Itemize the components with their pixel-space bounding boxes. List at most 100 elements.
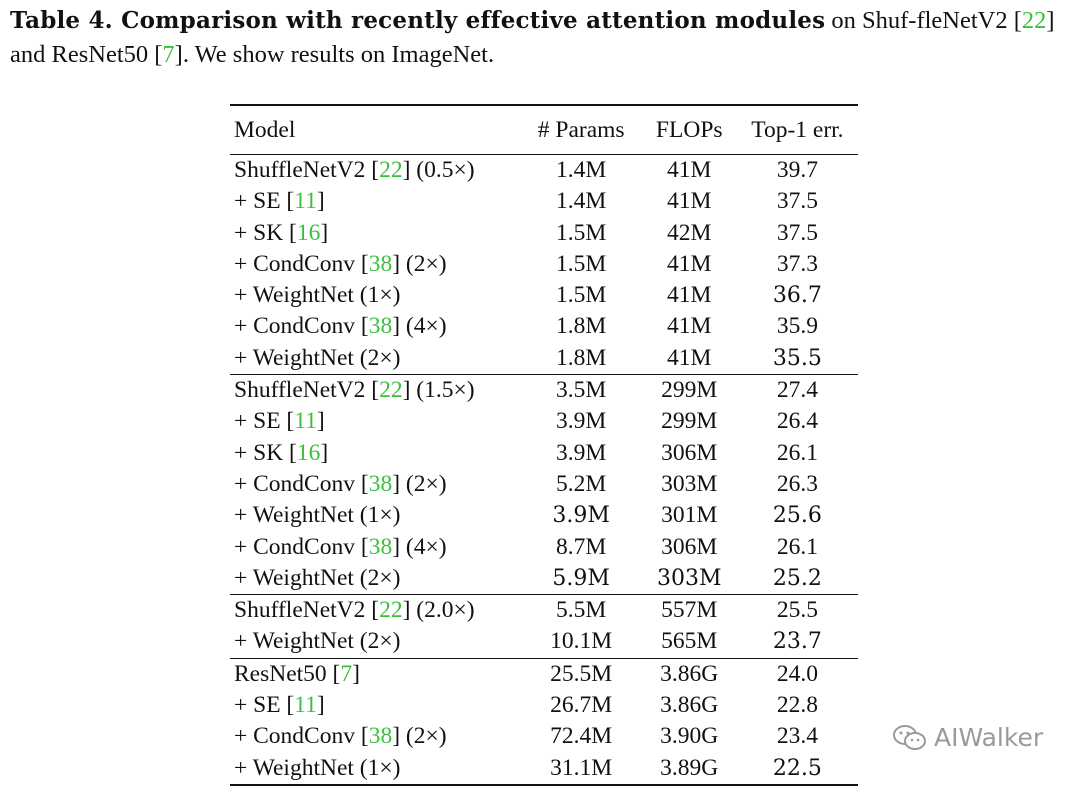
table-group: ShuffleNetV2 [22] (2.0×) 5.5M 557M 25.5 + We… <box>230 595 858 659</box>
model-cell: + WeightNet (1×) <box>230 500 521 531</box>
table-row: + SK [16] 3.9M 306M 26.1 <box>230 438 858 469</box>
citation-link[interactable]: 38 <box>368 250 393 277</box>
model-cell: + CondConv [38] (4×) <box>230 532 521 563</box>
params-cell: 1.8M <box>556 313 607 340</box>
table-row: ShuffleNetV2 [22] (1.5×) 3.5M 299M 27.4 <box>230 375 858 407</box>
header-flops: FLOPs <box>655 117 723 143</box>
model-suffix: ] (1.5×) <box>402 377 475 404</box>
table-caption: Table 4. Comparison with recently effect… <box>10 4 1078 72</box>
flops-cell: 41M <box>667 344 712 371</box>
flops-cell: 306M <box>661 533 718 560</box>
params-cell: 1.4M <box>556 157 607 183</box>
table-row: + CondConv [38] (2×) 72.4M 3.90G 23.4 <box>230 721 858 752</box>
citation-link[interactable]: 22 <box>379 597 403 624</box>
top1-cell: 35.5 <box>772 345 822 371</box>
model-name: + SK [ <box>234 219 297 246</box>
citation-link[interactable]: 22 <box>379 377 403 404</box>
flops-cell: 306M <box>661 439 718 466</box>
table-row: + WeightNet (2×) 5.9M 303M 25.2 <box>230 563 858 595</box>
model-suffix: ] (4×) <box>392 533 447 560</box>
citation-link[interactable]: 16 <box>296 439 321 466</box>
model-suffix: ] <box>316 188 325 215</box>
model-suffix: ] (4×) <box>392 313 447 340</box>
flops-cell: 42M <box>667 219 712 246</box>
flops-cell: 41M <box>667 188 712 215</box>
header-row: Model # Params FLOPs Top-1 err. <box>230 105 858 155</box>
model-cell: ShuffleNetV2 [22] (1.5×) <box>230 375 521 407</box>
model-name: ShuffleNetV2 [ <box>234 157 380 183</box>
model-name: + WeightNet (1×) <box>234 282 401 309</box>
caption-label: Table 4. Comparison with recently effect… <box>10 7 826 34</box>
flops-cell: 41M <box>667 313 712 340</box>
model-name: + CondConv [ <box>234 723 369 750</box>
top1-cell: 23.7 <box>772 629 822 655</box>
citation-link[interactable]: 16 <box>296 219 321 246</box>
citation-link[interactable]: 7 <box>162 41 175 68</box>
flops-cell: 41M <box>667 250 712 277</box>
model-cell: + WeightNet (1×) <box>230 753 521 785</box>
flops-cell: 3.89G <box>660 754 719 781</box>
flops-cell: 303M <box>656 565 722 591</box>
model-name: + WeightNet (2×) <box>234 628 401 655</box>
table-row: ShuffleNetV2 [22] (2.0×) 5.5M 557M 25.5 <box>230 595 858 627</box>
top1-cell: 24.0 <box>776 660 818 687</box>
top1-cell: 23.4 <box>776 723 818 750</box>
table-row: + WeightNet (1×) 1.5M 41M 36.7 <box>230 280 858 311</box>
table-group: ResNet50 [7] 25.5M 3.86G 24.0 + SE [11] 26.7M… <box>230 658 858 785</box>
model-name: + SK [ <box>234 439 297 466</box>
table-row: ResNet50 [7] 25.5M 3.86G 24.0 <box>230 658 858 690</box>
table-row: + SE [11] 3.9M 299M 26.4 <box>230 406 858 437</box>
params-cell: 25.5M <box>550 660 613 687</box>
flops-cell: 299M <box>661 408 718 435</box>
table-row: + WeightNet (1×) 3.9M 301M 25.6 <box>230 500 858 531</box>
params-cell: 10.1M <box>550 628 613 655</box>
flops-cell: 3.86G <box>660 660 719 687</box>
citation-link[interactable]: 22 <box>1021 7 1047 34</box>
params-cell: 8.7M <box>556 533 607 560</box>
wechat-icon <box>893 724 926 750</box>
params-cell: 3.5M <box>556 377 607 404</box>
citation-link[interactable]: 22 <box>379 157 403 183</box>
caption-text: ] and ResNet50 [ <box>10 7 1055 68</box>
model-name: + SE [ <box>234 408 295 435</box>
model-name: + WeightNet (1×) <box>234 502 401 529</box>
model-cell: + WeightNet (2×) <box>230 563 521 595</box>
table-row: + SK [16] 1.5M 42M 37.5 <box>230 218 858 249</box>
flops-cell: 41M <box>667 157 712 183</box>
model-cell: + CondConv [38] (2×) <box>230 249 521 280</box>
top1-cell: 36.7 <box>772 283 822 309</box>
citation-link[interactable]: 38 <box>368 723 393 750</box>
model-suffix: ] (2.0×) <box>402 597 475 624</box>
table-row: + WeightNet (2×) 1.8M 41M 35.5 <box>230 343 858 375</box>
model-suffix: ] <box>316 692 325 719</box>
citation-link[interactable]: 38 <box>368 313 393 340</box>
model-cell: ResNet50 [7] <box>230 658 521 690</box>
table-row: + CondConv [38] (2×) 5.2M 303M 26.3 <box>230 469 858 500</box>
citation-link[interactable]: 11 <box>294 188 317 215</box>
params-cell: 1.4M <box>556 188 607 215</box>
model-cell: + CondConv [38] (2×) <box>230 721 521 752</box>
model-cell: + SE [11] <box>230 690 521 721</box>
model-suffix: ] <box>320 219 329 246</box>
params-cell: 3.9M <box>556 408 607 435</box>
citation-link[interactable]: 11 <box>294 692 317 719</box>
top1-cell: 22.5 <box>772 755 822 781</box>
model-suffix: ] (2×) <box>392 250 447 277</box>
params-cell: 5.9M <box>552 565 610 591</box>
citation-link[interactable]: 38 <box>368 533 393 560</box>
model-cell: + CondConv [38] (2×) <box>230 469 521 500</box>
citation-link[interactable]: 7 <box>340 660 353 687</box>
citation-link[interactable]: 38 <box>368 470 393 497</box>
model-name: + WeightNet (1×) <box>234 754 401 781</box>
model-name: + CondConv [ <box>234 250 369 277</box>
citation-link[interactable]: 11 <box>294 408 317 435</box>
table-group: ShuffleNetV2 [22] (0.5×) 1.4M 41M 39.7 + SE … <box>230 155 858 375</box>
model-cell: + SE [11] <box>230 406 521 437</box>
flops-cell: 41M <box>667 282 712 309</box>
model-name: + WeightNet (2×) <box>234 344 401 371</box>
top1-cell: 39.7 <box>776 157 818 183</box>
top1-cell: 37.5 <box>776 219 818 246</box>
model-suffix: ] (0.5×) <box>402 157 475 183</box>
model-name: + CondConv [ <box>234 470 369 497</box>
model-name: + WeightNet (2×) <box>234 564 401 591</box>
